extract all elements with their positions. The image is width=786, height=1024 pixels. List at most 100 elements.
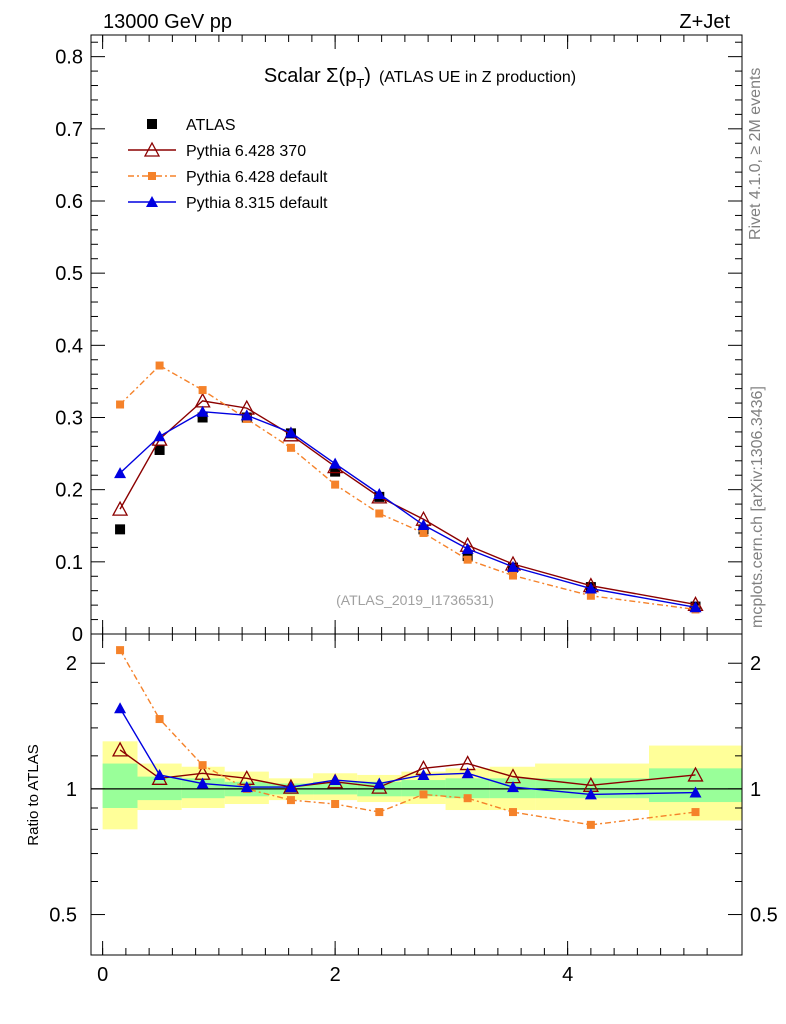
ratio-point-py6_default xyxy=(691,808,700,817)
ratio-point-py8 xyxy=(114,702,127,714)
point-py6_default xyxy=(286,443,295,452)
main-ytick-label: 0.7 xyxy=(55,119,83,141)
ratio-xtick-label: 4 xyxy=(562,964,573,986)
analysis-watermark: (ATLAS_2019_I1736531) xyxy=(336,592,494,608)
point-atlas xyxy=(197,412,208,423)
main-series-layer xyxy=(111,361,704,614)
main-panel: 0 0.1 0.2 0.3 0.4 0.5 0.6 0.7 0.8 Scalar Σ(pT) (A… xyxy=(55,34,743,646)
point-atlas xyxy=(154,444,165,455)
point-py8 xyxy=(461,542,474,554)
point-atlas xyxy=(115,524,126,535)
ratio-xtick-label: 2 xyxy=(330,964,341,986)
point-py8 xyxy=(196,405,209,417)
point-py8 xyxy=(373,487,386,499)
ratio-point-py6_default xyxy=(419,790,428,799)
point-py8 xyxy=(689,601,702,613)
point-py8 xyxy=(506,560,519,572)
legend: ATLAS Pythia 6.428 370 Pythia 6.428 defaul… xyxy=(128,117,328,212)
main-ytick-label: 0.3 xyxy=(55,407,83,429)
point-atlas xyxy=(330,466,341,477)
point-py6_default xyxy=(463,555,472,564)
series-line-py6_default xyxy=(119,364,696,611)
ratio-ytick-label-right: 1 xyxy=(750,779,761,801)
ratio-point-py8 xyxy=(240,781,253,793)
legend-marker-py8 xyxy=(146,196,158,207)
legend-label-atlas: ATLAS xyxy=(186,117,236,134)
ratio-point-py8 xyxy=(461,767,474,779)
ratio-line-py6_370 xyxy=(119,749,696,788)
point-py6_default xyxy=(331,480,340,489)
ratio-panel: 0.5 0.5 1 1 2 2 0 2 4 Ratio to ATLAS xyxy=(25,633,778,986)
point-py6_default xyxy=(116,400,125,409)
header-subprocess: Z+Jet xyxy=(679,11,730,33)
ratio-series-layer xyxy=(111,646,704,829)
point-py8 xyxy=(240,409,253,421)
ratio-axis-ticks: 0.5 0.5 1 1 2 2 0 2 4 xyxy=(49,634,778,986)
legend-label-py8: Pythia 8.315 default xyxy=(186,195,328,212)
point-py6_default xyxy=(419,528,428,537)
main-axis-ticks: 0 0.1 0.2 0.3 0.4 0.5 0.6 0.7 0.8 xyxy=(55,35,742,646)
point-py8 xyxy=(584,582,597,594)
ratio-ytick-label-right: 0.5 xyxy=(750,905,778,927)
ratio-point-py8 xyxy=(284,781,297,793)
ratio-xtick-label: 0 xyxy=(97,964,108,986)
point-py8 xyxy=(329,457,342,469)
ratio-line-py6_default xyxy=(119,649,696,826)
legend-marker-py6_default xyxy=(148,172,156,180)
main-ytick-label: 0.4 xyxy=(55,335,83,357)
ratio-point-py6_default xyxy=(508,808,517,817)
point-py6_default xyxy=(375,509,384,518)
ratio-point-py6_default xyxy=(155,715,164,724)
point-py6_default xyxy=(586,591,595,600)
ratio-line-py8 xyxy=(119,707,696,796)
rivet-version-label: Rivet 4.1.0, ≥ 2M events xyxy=(747,68,764,240)
ratio-point-py8 xyxy=(329,774,342,786)
main-ytick-label: 0.2 xyxy=(55,480,83,502)
legend-label-py6_370: Pythia 6.428 370 xyxy=(186,143,306,160)
legend-marker-atlas xyxy=(147,119,157,129)
ratio-ytick-label-right: 2 xyxy=(750,653,761,675)
uncertainty-bands xyxy=(91,741,742,830)
main-ytick-label: 0.6 xyxy=(55,191,83,213)
ratio-point-py6_default xyxy=(286,796,295,805)
ratio-point-py6_370 xyxy=(687,766,704,782)
ratio-point-py6_default xyxy=(375,808,384,817)
point-py8 xyxy=(114,467,127,479)
series-line-py8 xyxy=(119,411,696,608)
chart-title: Scalar Σ(pT) (ATLAS UE in Z production) xyxy=(264,65,576,91)
band-inner xyxy=(401,780,446,797)
main-ytick-label: 0 xyxy=(72,624,83,646)
ratio-point-py8 xyxy=(417,768,430,780)
ratio-point-py8 xyxy=(196,777,209,789)
series-line-py6_370 xyxy=(119,400,696,606)
ratio-ytick-label: 0.5 xyxy=(49,905,77,927)
ratio-point-py8 xyxy=(506,781,519,793)
point-py6_default xyxy=(198,386,207,395)
header-process: 13000 GeV pp xyxy=(103,11,232,33)
point-py8 xyxy=(417,519,430,531)
point-py6_default xyxy=(155,361,164,370)
point-py8 xyxy=(284,426,297,438)
ratio-point-py6_default xyxy=(331,800,340,809)
ratio-point-py8 xyxy=(584,788,597,800)
ratio-point-py8 xyxy=(373,777,386,789)
point-py8 xyxy=(153,430,166,442)
main-ytick-label: 0.1 xyxy=(55,552,83,574)
band-inner xyxy=(445,778,490,799)
point-py6_370 xyxy=(111,500,129,516)
ratio-point-py6_default xyxy=(586,820,595,829)
main-ytick-label: 0.5 xyxy=(55,263,83,285)
ratio-point-py6_default xyxy=(463,794,472,803)
ratio-ytick-label: 1 xyxy=(66,779,77,801)
ratio-point-py6_default xyxy=(198,761,207,770)
ratio-ytick-label: 2 xyxy=(66,653,77,675)
band-inner xyxy=(102,763,138,808)
ratio-point-py6_default xyxy=(116,646,125,655)
ratio-ylabel: Ratio to ATLAS xyxy=(25,744,42,845)
legend-label-py6_default: Pythia 6.428 default xyxy=(186,169,328,186)
legend-marker-py6_370 xyxy=(143,141,161,157)
ratio-point-py6_370 xyxy=(111,741,129,757)
ratio-frame xyxy=(90,633,743,956)
main-ytick-label: 0.8 xyxy=(55,47,83,69)
